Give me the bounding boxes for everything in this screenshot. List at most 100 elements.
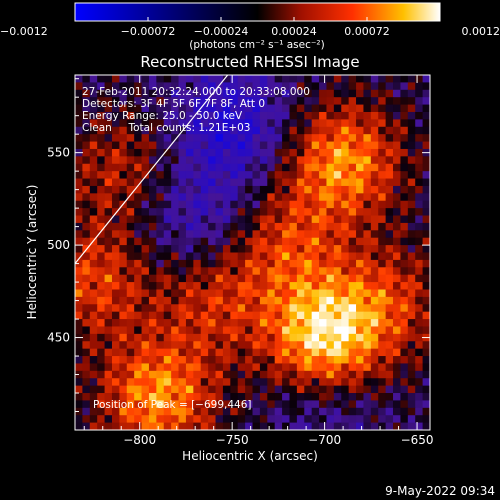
heatmap-cell [171, 185, 179, 194]
heatmap-cell [415, 274, 424, 283]
heatmap-cell [134, 245, 142, 253]
heatmap-cell [119, 311, 128, 320]
heatmap-cell [185, 171, 194, 179]
colorbar-ramp [74, 2, 441, 22]
heatmap-cell [200, 289, 209, 298]
heatmap-cell [333, 237, 342, 246]
heatmap-cell [289, 230, 298, 239]
heatmap-cell [237, 156, 246, 165]
heatmap-cell [222, 407, 231, 416]
heatmap-cell [385, 415, 394, 424]
info-line-energy: Energy Range: 25.0 - 50.0 keV [82, 110, 243, 122]
heatmap-cell [75, 385, 83, 394]
heatmap-cell [341, 311, 350, 320]
heatmap-cell [370, 185, 379, 194]
heatmap-cell [134, 370, 142, 379]
heatmap-cell [267, 178, 276, 187]
heatmap-cell [348, 134, 357, 142]
heatmap-cell [208, 185, 216, 194]
heatmap-cell [82, 259, 91, 268]
heatmap-cell [222, 400, 231, 409]
heatmap-cell [230, 393, 239, 401]
heatmap-cell [89, 75, 98, 83]
heatmap-cell [296, 75, 305, 83]
heatmap-cell [126, 282, 135, 290]
heatmap-cell [148, 356, 157, 364]
heatmap-cell [97, 193, 105, 202]
heatmap-cell [378, 259, 387, 268]
heatmap-cell [111, 274, 120, 283]
heatmap-cell [400, 363, 409, 372]
heatmap-cell [82, 208, 91, 216]
heatmap-cell [97, 200, 105, 209]
heatmap-cell [296, 230, 305, 239]
heatmap-cell [119, 289, 128, 298]
heatmap-cell [415, 156, 424, 165]
heatmap-cell [134, 252, 142, 261]
heatmap-cell [296, 148, 305, 157]
heatmap-cell [311, 126, 320, 135]
heatmap-cell [326, 134, 335, 142]
heatmap-cell [126, 97, 135, 105]
heatmap-cell [385, 304, 394, 313]
heatmap-cell [178, 356, 187, 364]
heatmap-cell [97, 282, 105, 290]
x-tick-label: −800 [123, 433, 156, 447]
heatmap-cell [400, 311, 409, 320]
heatmap-cell [148, 185, 157, 194]
heatmap-cell [415, 230, 424, 239]
heatmap-cell [104, 75, 113, 83]
heatmap-cell [111, 363, 120, 372]
heatmap-cell [319, 156, 327, 165]
heatmap-cell [333, 363, 342, 372]
heatmap-cell [134, 89, 142, 98]
heatmap-cell [185, 111, 194, 120]
heatmap-cell [163, 311, 172, 320]
heatmap-cell [148, 259, 157, 268]
heatmap-cell [141, 407, 150, 416]
heatmap-cell [171, 148, 179, 157]
heatmap-cell [126, 407, 135, 416]
heatmap-cell [156, 237, 165, 246]
heatmap-cell [378, 348, 387, 357]
heatmap-cell [422, 222, 430, 231]
heatmap-cell [378, 222, 387, 231]
heatmap-cell [141, 89, 150, 98]
heatmap-cell [245, 341, 253, 350]
heatmap-cell [304, 407, 313, 416]
heatmap-cell [97, 252, 105, 261]
heatmap-cell [407, 193, 416, 202]
heatmap-cell [237, 415, 246, 424]
heatmap-cell [178, 171, 187, 179]
heatmap-cell [378, 407, 387, 416]
heatmap-cell [89, 341, 98, 350]
heatmap-cell [215, 385, 224, 394]
heatmap-cell [422, 89, 430, 98]
heatmap-cell [393, 282, 401, 290]
heatmap-cell [400, 141, 409, 150]
heatmap-cell [148, 319, 157, 327]
heatmap-cell [148, 333, 157, 342]
heatmap-cell [400, 378, 409, 387]
heatmap-cell [341, 393, 350, 401]
heatmap-cell [363, 230, 372, 239]
heatmap-cell [200, 119, 209, 128]
heatmap-cell [193, 311, 202, 320]
heatmap-cell [230, 171, 239, 179]
heatmap-cell [333, 415, 342, 424]
heatmap-cell [171, 178, 179, 187]
heatmap-cell [259, 156, 268, 165]
heatmap-cell [89, 267, 98, 276]
heatmap-cell [75, 289, 83, 298]
heatmap-cell [178, 104, 187, 113]
heatmap-cell [75, 104, 83, 113]
heatmap-cell [363, 97, 372, 105]
heatmap-cell [82, 385, 91, 394]
heatmap-cell [393, 104, 401, 113]
heatmap-cell [259, 356, 268, 364]
heatmap-cell [385, 148, 394, 157]
heatmap-cell [252, 193, 261, 202]
heatmap-cell [97, 311, 105, 320]
heatmap-cell [289, 215, 298, 224]
heatmap-cell [104, 274, 113, 283]
